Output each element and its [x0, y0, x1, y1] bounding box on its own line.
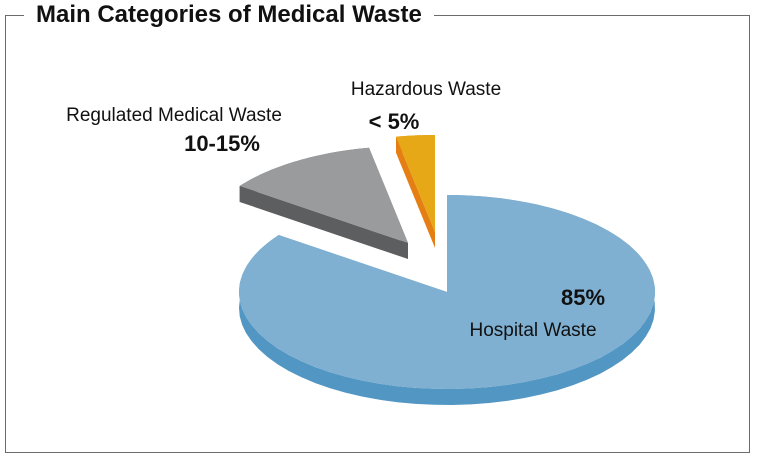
slice-hospital-top	[238, 195, 655, 389]
slice-value-regulated: 10-15%	[184, 131, 260, 156]
pie-slices	[238, 134, 655, 405]
chart-title: Main Categories of Medical Waste	[24, 0, 434, 30]
slice-hazardous-wall-1	[396, 136, 435, 248]
slice-regulated-top	[239, 147, 408, 243]
slice-label-hazardous: Hazardous Waste	[351, 79, 501, 100]
slice-regulated	[239, 147, 408, 259]
slice-value-hazardous: < 5%	[369, 109, 420, 134]
slice-regulated-wall-1	[239, 186, 408, 259]
slice-hazardous-top	[396, 134, 435, 232]
slice-hazardous	[396, 134, 435, 248]
slice-label-regulated: Regulated Medical Waste	[66, 105, 282, 126]
slice-label-hospital: Hospital Waste	[469, 320, 596, 341]
slice-value-hospital: 85%	[561, 285, 605, 310]
slice-hospital	[238, 195, 655, 405]
